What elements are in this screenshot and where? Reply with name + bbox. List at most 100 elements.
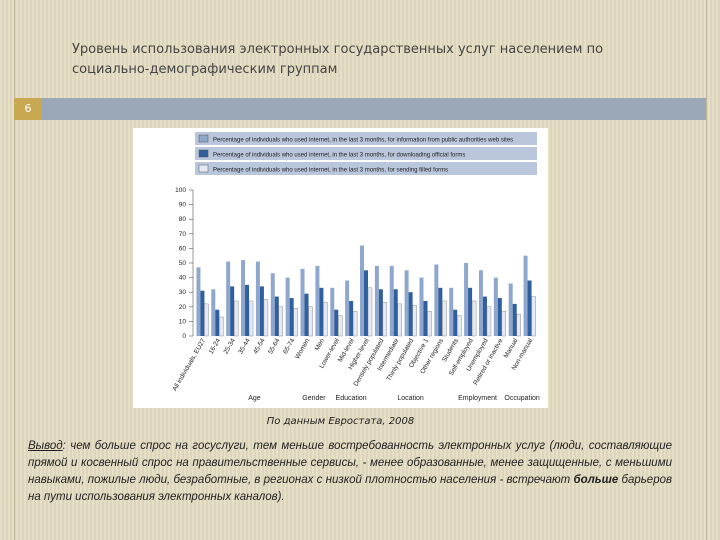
bar [497,298,502,336]
border [706,0,707,540]
group-label: Gender [302,395,326,402]
bar [289,298,294,336]
bar [393,289,398,336]
legend-label: Percentage of individuals who used inter… [213,138,513,144]
bar [319,287,324,336]
legend-swatch [198,164,209,173]
bar [315,265,320,336]
bar [196,267,201,336]
bar [211,289,216,336]
bar [360,245,364,336]
bar [367,287,373,337]
bar [334,309,339,336]
bar [397,303,402,337]
legend-row [195,147,537,160]
bar [330,287,335,336]
group-label: Occupation [504,395,540,402]
conclusion-text: : чем больше спрос на госуслуги, тем мен… [28,440,672,486]
y-tick-label: 60 [179,245,187,252]
legend-label: Percentage of individuals who used inter… [213,153,465,159]
bar [215,309,220,336]
legend-swatch [198,149,209,158]
bar [300,268,305,336]
bar [442,300,447,337]
bar [508,283,513,336]
bar [486,306,492,337]
y-tick-label: 100 [175,187,186,194]
bar [374,265,379,336]
bar [248,300,254,337]
bar [453,309,458,336]
bar [259,286,264,336]
slide-number: 6 [14,98,42,120]
bar [233,300,239,337]
bar [378,289,383,336]
bar [408,292,413,336]
bar [230,286,235,336]
border [14,0,15,540]
bar [419,277,424,336]
group-label: Employment [458,395,497,402]
bar [471,300,477,337]
bar [527,280,532,336]
conclusion: Вывод: чем больше спрос на госуслуги, те… [28,438,672,506]
bar [501,310,507,337]
slide-title: Уровень использования электронных госуда… [72,42,604,77]
bar [338,315,343,337]
bar [255,261,260,336]
bar [434,264,439,336]
bar [226,261,231,336]
bar [345,280,350,336]
bar [364,270,368,336]
group-label: Location [397,395,424,402]
bar [468,287,473,336]
bar [482,296,487,336]
bar [349,300,354,336]
bar [245,284,250,336]
bar [382,302,388,337]
conclusion-label: Вывод [28,440,63,452]
legend-row [195,162,537,175]
y-tick-label: 20 [179,304,187,311]
bar [323,302,328,337]
header-band [14,98,706,120]
y-tick-label: 30 [179,289,187,296]
bar [274,296,279,336]
bar [404,270,409,336]
bar [464,263,469,336]
bar [516,313,521,337]
bar [200,290,205,336]
caption: По данным Евростата, 2008 [266,416,415,427]
bar [278,306,283,337]
bar [352,310,358,337]
bar [493,277,498,336]
bar [457,315,462,337]
y-tick-label: 90 [179,202,187,209]
y-tick-label: 0 [182,333,186,340]
bar [412,305,417,337]
bar [204,303,209,337]
chart: Percentage of individuals who used inter… [133,128,548,408]
bar [427,310,432,337]
bar [293,308,298,337]
legend-row [195,132,537,145]
bar [241,260,246,336]
group-label: Age [248,395,261,402]
bar [449,287,454,336]
conclusion-emphasis: больше [573,474,619,486]
bar [263,299,269,337]
y-tick-label: 70 [179,231,187,238]
group-label: Education [336,395,367,402]
bar [285,277,290,336]
conclusion-text: барьеров на пути использования электронн… [28,474,672,503]
bar [478,270,483,336]
bar [308,306,313,337]
bar [389,265,394,336]
bar [531,296,536,337]
bar [523,255,528,336]
bar [438,287,443,336]
y-tick-label: 50 [179,260,187,267]
bar [512,303,517,336]
legend-swatch [198,134,209,143]
